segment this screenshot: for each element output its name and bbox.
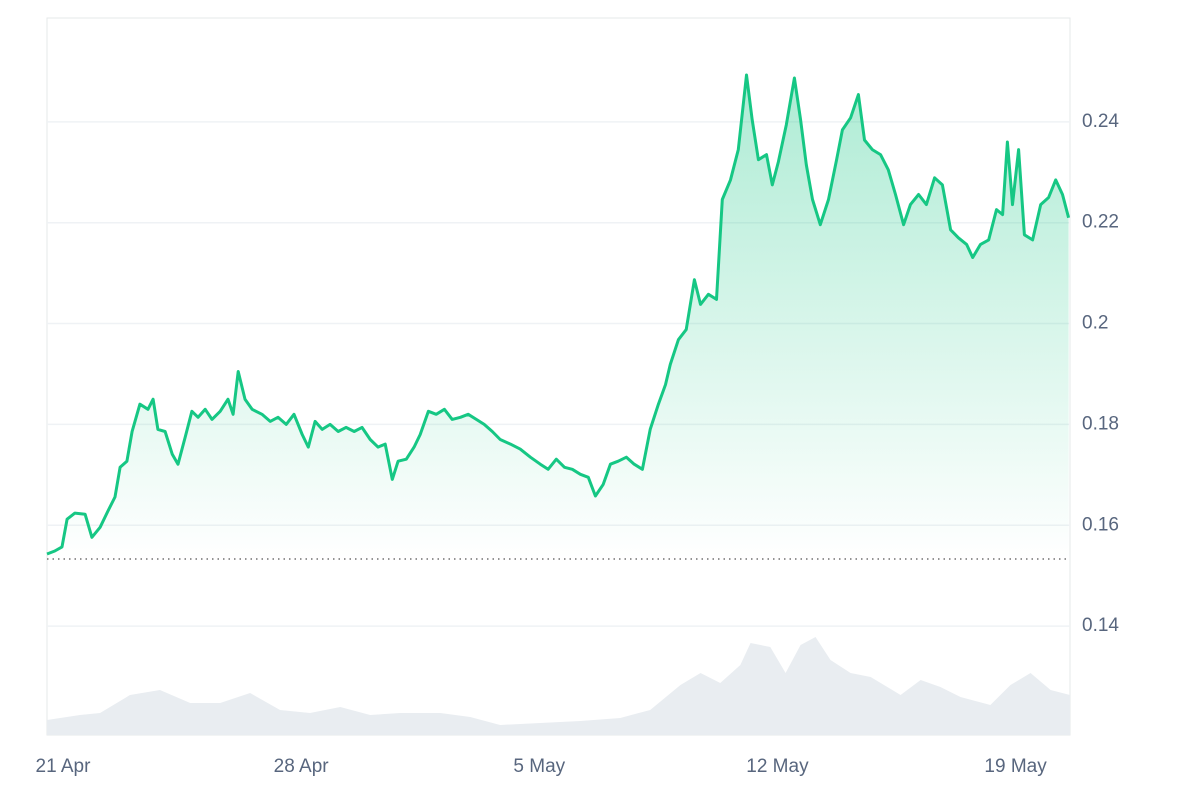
y-tick-label: 0.14 <box>1082 615 1119 636</box>
y-tick-label: 0.18 <box>1082 413 1119 434</box>
x-tick-label: 19 May <box>984 756 1047 777</box>
price-area <box>47 75 1069 560</box>
x-tick-label: 28 Apr <box>274 756 330 777</box>
y-tick-label: 0.24 <box>1082 111 1119 132</box>
y-tick-label: 0.2 <box>1082 313 1108 334</box>
x-tick-label: 12 May <box>746 756 809 777</box>
volume-area <box>47 637 1070 735</box>
x-tick-label: 21 Apr <box>36 756 92 777</box>
x-tick-label: 5 May <box>513 756 565 777</box>
y-tick-label: 0.16 <box>1082 514 1119 535</box>
y-tick-label: 0.22 <box>1082 212 1119 233</box>
price-line <box>46 73 1071 556</box>
